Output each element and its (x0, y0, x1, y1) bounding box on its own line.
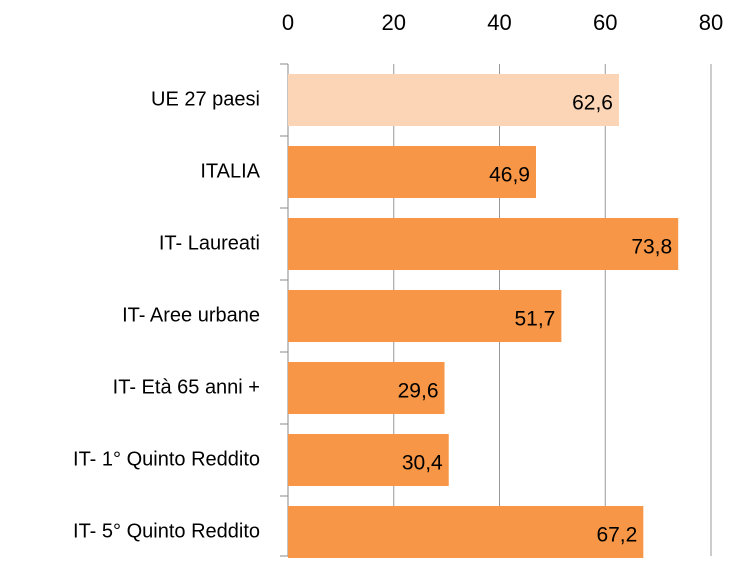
value-label: 30,4 (402, 452, 443, 475)
x-tick-label: 80 (699, 10, 723, 35)
bar (288, 290, 562, 342)
value-label: 29,6 (398, 380, 439, 403)
y-tick-label: IT- Laureati (159, 232, 260, 254)
value-label: 62,6 (572, 92, 613, 115)
x-tick-label: 0 (282, 10, 294, 35)
bar (288, 74, 619, 126)
value-label: 67,2 (596, 524, 637, 547)
bar (288, 146, 536, 198)
y-tick-label: IT- 1° Quinto Reddito (73, 448, 260, 470)
y-tick-label: UE 27 paesi (151, 88, 260, 110)
x-tick-label: 40 (487, 10, 511, 35)
value-label: 46,9 (489, 164, 530, 187)
x-tick-label: 60 (593, 10, 617, 35)
y-tick-label: IT- Età 65 anni + (113, 376, 260, 398)
y-tick-label: ITALIA (200, 160, 260, 182)
value-label: 51,7 (514, 308, 555, 331)
y-tick-label: IT- 5° Quinto Reddito (73, 520, 260, 542)
value-label: 73,8 (631, 236, 672, 259)
bar (288, 218, 679, 270)
bar (288, 434, 449, 486)
bar (288, 506, 644, 558)
bar (288, 362, 445, 414)
x-tick-label: 20 (382, 10, 406, 35)
y-tick-label: IT- Aree urbane (122, 304, 260, 326)
